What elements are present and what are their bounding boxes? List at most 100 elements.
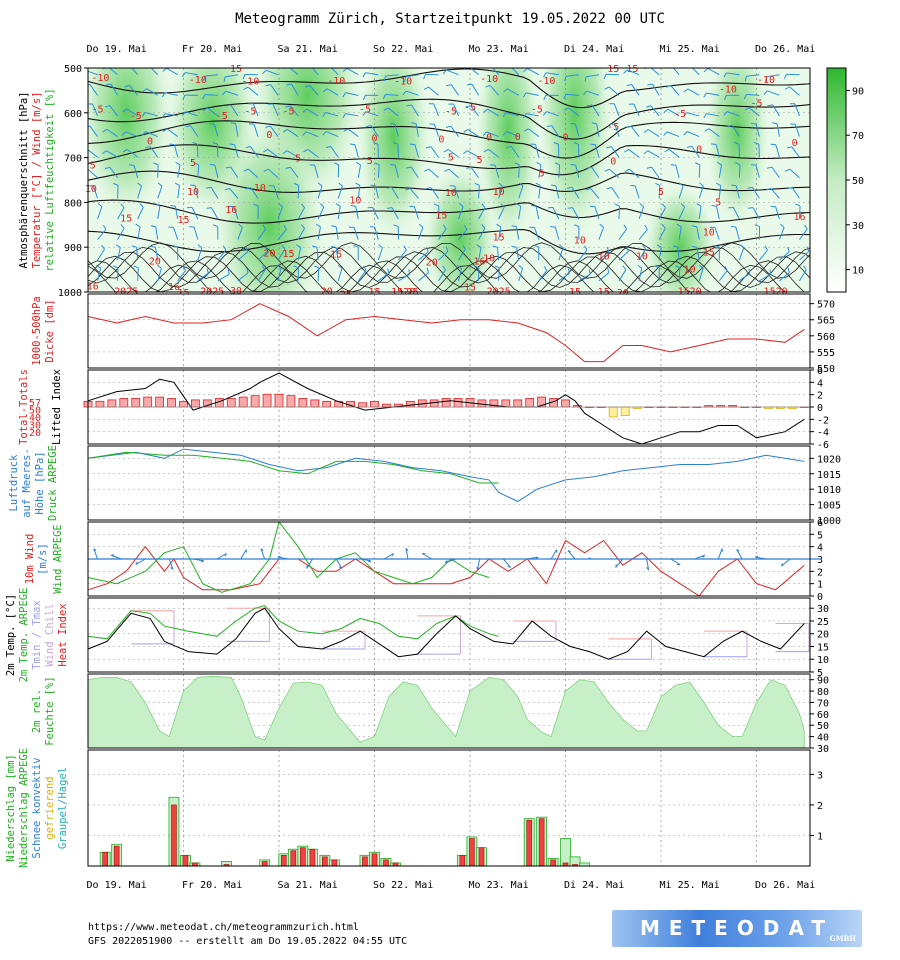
wind-barb-flag (362, 111, 367, 116)
axis-label-wind10m: [m/s] (37, 543, 49, 575)
wind-barb (106, 150, 118, 158)
wind-barb (498, 185, 504, 199)
axis-label-precip: Niederschlag [mm] (5, 754, 17, 861)
wind-barb (88, 70, 98, 76)
isotherm-label: 20 (426, 258, 438, 269)
wind-barb (267, 168, 279, 179)
isotherm-label: 15 (283, 249, 295, 260)
wind-barb-flag (786, 146, 792, 149)
wind-barb-flag (492, 245, 498, 248)
wind-barb-flag (337, 264, 343, 269)
wind-barb (791, 187, 800, 199)
wind-barb (277, 229, 287, 240)
thickness-tick-label: 570 (817, 300, 835, 311)
lifted_index-tick-label: -4 (817, 428, 829, 439)
wind-barb-flag (567, 207, 573, 209)
wind-barb (385, 93, 399, 96)
pressure-frame (87, 445, 811, 521)
axis-label-thickness: 1000-500hPa (31, 296, 43, 366)
wind-barb-flag (703, 92, 707, 98)
wind-direction-head (277, 555, 281, 558)
wind-barb (786, 73, 800, 76)
logo-sub: GMBH (829, 934, 856, 943)
wind-barb-flag (245, 146, 251, 149)
wind-barb (233, 206, 239, 220)
wind-barb (109, 105, 119, 117)
wind-barb (586, 90, 600, 96)
wind-barb (670, 85, 680, 96)
wind-barb-flag (750, 122, 756, 125)
wind-barb (628, 149, 640, 158)
wind10m-tick-label: 3 (817, 555, 823, 566)
wind-barb (696, 247, 700, 261)
wind-barb-flag (787, 246, 790, 252)
wind-barb (447, 148, 459, 158)
isotherm-label: 0 (515, 132, 521, 143)
isotherm-label: 10 (574, 236, 586, 247)
total-totals-tick: 30 (29, 421, 41, 432)
wind-barb (405, 74, 419, 78)
wind-barb-flag (301, 203, 305, 209)
wind-barb (428, 86, 439, 96)
wind-barb (506, 131, 519, 138)
wind-barb (658, 207, 666, 220)
isotherm-label: 5 (715, 198, 721, 209)
wind-barb-flag (698, 264, 704, 269)
wind-barb (494, 165, 500, 178)
isotherm-line (88, 170, 810, 193)
wind-barb-flag (474, 265, 480, 269)
wind-barb-flag (485, 84, 491, 88)
panel-axis-labels: Atmosphärenquerschnitt [hPa] Temperatur [… (5, 88, 69, 868)
isotherm-label: 10 (349, 195, 361, 206)
wind-barb-flag (574, 224, 580, 228)
day-labels-top: Do 19. Mai Fr 20. Mai Sa 21. Mai So 22. Mai… (87, 44, 816, 55)
wind-barb-flag (606, 187, 612, 190)
wind-direction-arrow (277, 556, 289, 560)
wind-barb (428, 168, 439, 179)
pressure-tick: 900 (64, 243, 82, 254)
wind-barb (88, 149, 98, 158)
axis-label-cross_section: relative Luftfeuchtigkeit [%] (44, 88, 56, 271)
wind-barb-flag (676, 223, 682, 228)
wind-barb (618, 269, 627, 282)
wind-barb-flag (685, 66, 690, 68)
precip-arpege-bar (560, 838, 571, 867)
wind-barb (746, 93, 760, 96)
wind-barb-flag (637, 264, 643, 269)
total-totals-bar (453, 398, 463, 408)
pressure-tick-label: 1020 (817, 454, 841, 465)
wind-barb (377, 247, 383, 261)
isotherm-label: -5 (216, 111, 228, 122)
isotherm-label: 10 (493, 187, 505, 198)
wind-barb-flag (265, 125, 271, 128)
wind-barb-flag (748, 268, 751, 274)
footer-url[interactable]: https://www.meteodat.ch/meteogrammzurich… (88, 922, 359, 933)
wind-barb (394, 123, 399, 137)
precip-bar (300, 847, 306, 867)
wind-barb (611, 187, 620, 199)
precip-bar (331, 859, 338, 867)
wind-barb-flag (403, 245, 407, 251)
wind-barb-flag (137, 182, 142, 187)
wind-barb (718, 270, 728, 282)
wind-barb (647, 150, 660, 158)
wind-barb (558, 247, 564, 261)
wind-barb-flag (686, 145, 693, 148)
wind-barb-flag (711, 143, 717, 146)
wind-barb-flag (303, 148, 309, 153)
day-label-top: So 22. Mai (373, 44, 433, 55)
wind-barb-flag (723, 72, 727, 78)
wind-barb (789, 86, 800, 96)
wind-barb-flag (444, 168, 450, 172)
wind-barb-flag (362, 72, 366, 78)
total-totals-bar (405, 400, 415, 408)
precip-bar (550, 859, 556, 867)
wind-barb (398, 273, 410, 282)
wind10m-tick-label: 6 (817, 518, 823, 529)
wind-barb-flag (787, 267, 790, 273)
isotherm-label: 10 (684, 265, 696, 276)
total-totals-bar (250, 395, 260, 408)
wind-barb (374, 185, 379, 199)
lifted_index-panel: -6-4 -20 2 4 6 (83, 366, 829, 451)
axis-label-precip: Schnee konvektiv (31, 757, 43, 858)
